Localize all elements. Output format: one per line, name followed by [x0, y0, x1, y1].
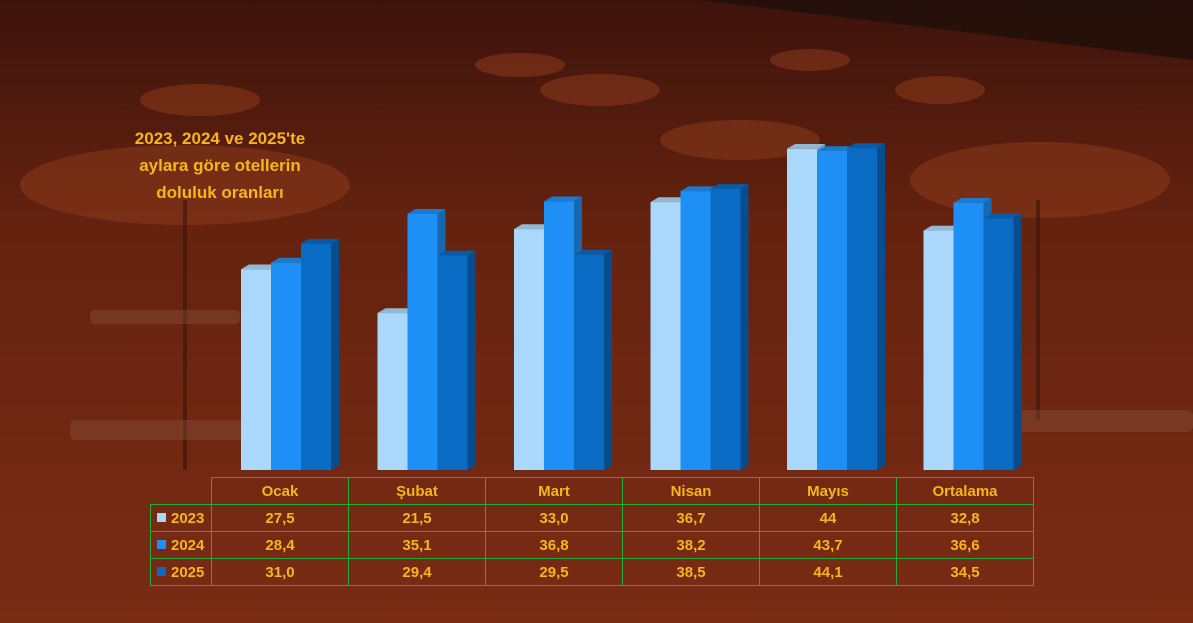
bar-2025-3: [710, 184, 749, 470]
table-row: 2025 31,0 29,4 29,5 38,5 44,1 34,5: [150, 558, 1034, 586]
data-label-2025-1: 29,4: [348, 558, 486, 586]
data-label-2023-5: 32,8: [896, 504, 1034, 532]
data-label-2024-1: 35,1: [348, 531, 486, 559]
legend-entry-2024: 2024: [150, 531, 212, 559]
data-label-2024-2: 36,8: [485, 531, 623, 559]
bar-2025-5: [983, 213, 1022, 470]
data-label-2025-0: 31,0: [211, 558, 349, 586]
data-label-2023-1: 21,5: [348, 504, 486, 532]
table-row: 2023 27,5 21,5 33,0 36,7 44 32,8: [150, 504, 1034, 532]
legend-label: 2023: [171, 509, 205, 527]
table-corner: [150, 477, 212, 505]
data-table: Ocak Şubat Mart Nisan Mayıs Ortalama 2023 27,5…: [150, 477, 1034, 586]
legend-swatch: [157, 512, 166, 522]
data-label-2025-5: 34,5: [896, 558, 1034, 586]
legend-label: 2025: [171, 563, 205, 581]
tick-label-2: Mart: [485, 477, 623, 505]
data-label-2025-4: 44,1: [759, 558, 897, 586]
legend-label: 2024: [171, 536, 205, 554]
data-label-2024-5: 36,6: [896, 531, 1034, 559]
data-label-2024-4: 43,7: [759, 531, 897, 559]
data-label-2023-2: 33,0: [485, 504, 623, 532]
table-row: 2024 28,4 35,1 36,8 38,2 43,7 36,6: [150, 531, 1034, 559]
legend-swatch: [157, 539, 166, 549]
data-label-2025-3: 38,5: [622, 558, 760, 586]
legend-swatch: [157, 566, 166, 576]
legend-entry-2025: 2025: [150, 558, 212, 586]
tick-label-3: Nisan: [622, 477, 760, 505]
data-label-2023-4: 44: [759, 504, 897, 532]
table-header-row: Ocak Şubat Mart Nisan Mayıs Ortalama: [150, 477, 1034, 505]
data-label-2023-3: 36,7: [622, 504, 760, 532]
tick-label-0: Ocak: [211, 477, 349, 505]
chart-title: 2023, 2024 ve 2025'te aylara göre otelle…: [134, 129, 306, 202]
bar-2025-1: [437, 250, 476, 470]
bar-2025-0: [301, 238, 339, 470]
bar-2025-4: [847, 143, 885, 470]
legend-entry-2023: 2023: [150, 504, 212, 532]
bar-2025-2: [574, 249, 612, 470]
tick-label-5: Ortalama: [896, 477, 1034, 505]
data-label-2025-2: 29,5: [485, 558, 623, 586]
data-label-2023-0: 27,5: [211, 504, 349, 532]
data-label-2024-0: 28,4: [211, 531, 349, 559]
tick-label-1: Şubat: [348, 477, 486, 505]
data-label-2024-3: 38,2: [622, 531, 760, 559]
tick-label-4: Mayıs: [759, 477, 897, 505]
